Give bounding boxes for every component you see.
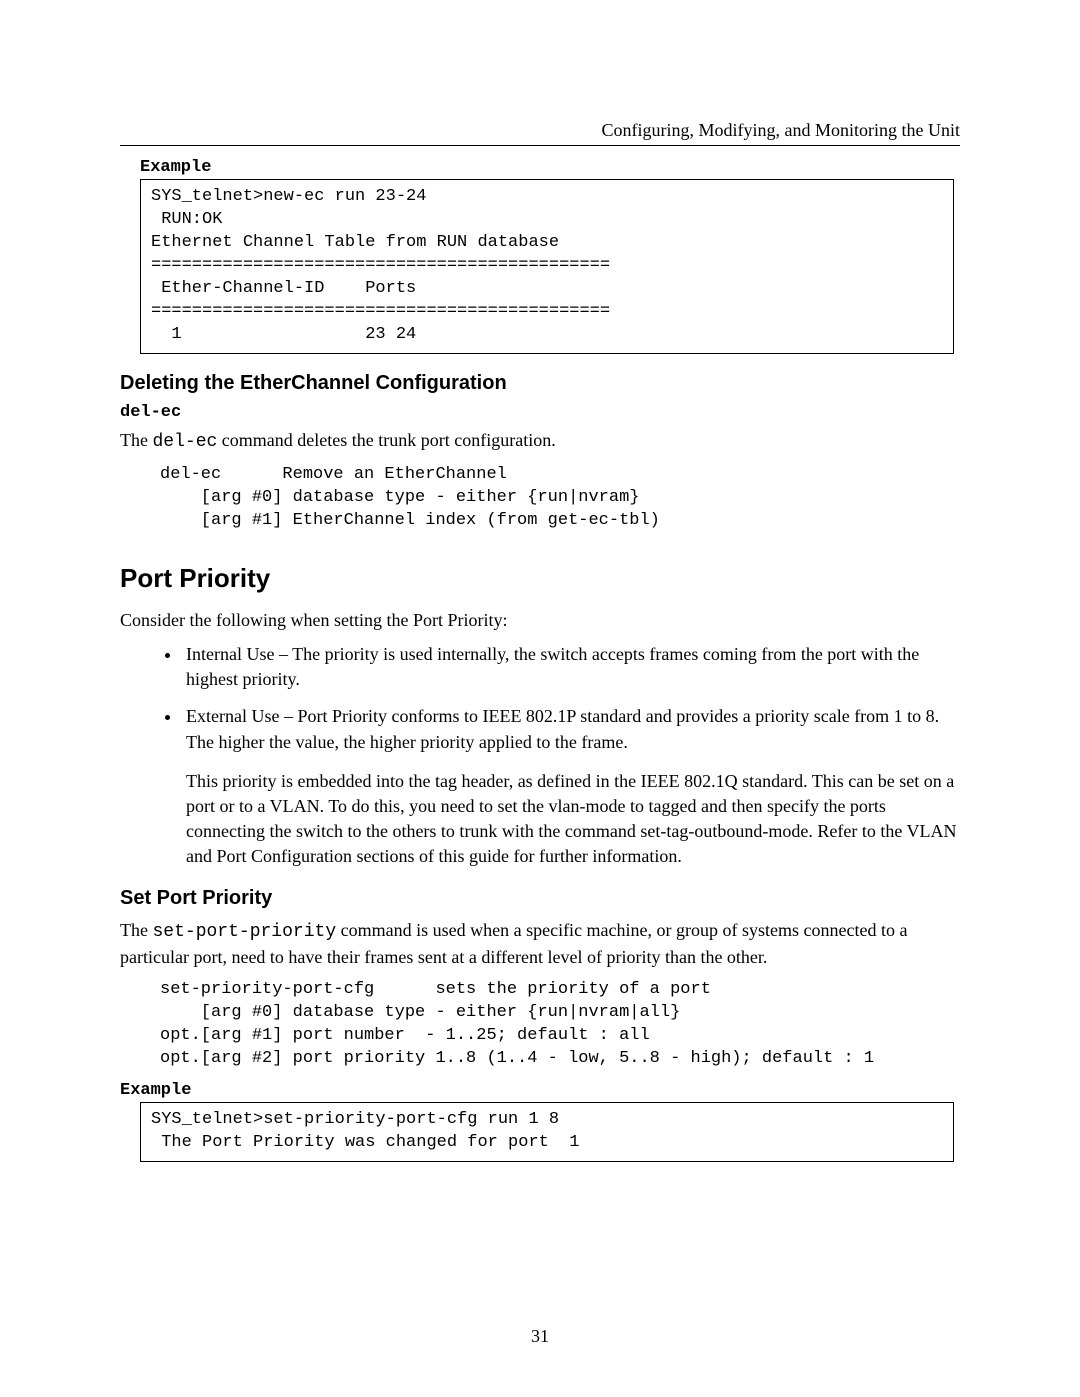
header-text: Configuring, Modifying, and Monitoring t… [602, 120, 960, 140]
page-number: 31 [0, 1326, 1080, 1347]
set-port-priority-syntax: set-priority-port-cfg sets the priority … [160, 979, 960, 1071]
command-name-del-ec: del-ec [120, 403, 960, 422]
example-label-1: Example [140, 158, 960, 177]
port-priority-list: Internal Use – The priority is used inte… [120, 642, 960, 755]
port-priority-subpara: This priority is embedded into the tag h… [186, 769, 960, 870]
port-priority-intro: Consider the following when setting the … [120, 608, 960, 632]
desc-cmd-inline: del-ec [152, 432, 217, 452]
heading-delete-etherchannel: Deleting the EtherChannel Configuration [120, 372, 960, 395]
example-code-1: SYS_telnet>new-ec run 23-24 RUN:OK Ether… [140, 179, 954, 354]
desc-pre: The [120, 920, 152, 940]
set-port-priority-description: The set-port-priority command is used wh… [120, 918, 960, 969]
heading-set-port-priority: Set Port Priority [120, 887, 960, 910]
example-code-2: SYS_telnet>set-priority-port-cfg run 1 8… [140, 1102, 954, 1162]
list-item: External Use – Port Priority conforms to… [182, 704, 960, 754]
running-header: Configuring, Modifying, and Monitoring t… [120, 120, 960, 146]
desc-cmd-inline: set-port-priority [152, 922, 336, 942]
list-item: Internal Use – The priority is used inte… [182, 642, 960, 692]
page-container: Configuring, Modifying, and Monitoring t… [0, 0, 1080, 1397]
heading-port-priority: Port Priority [120, 563, 960, 594]
desc-pre: The [120, 430, 152, 450]
desc-post: command deletes the trunk port configura… [217, 430, 555, 450]
example-label-2: Example [120, 1081, 960, 1100]
del-ec-description: The del-ec command deletes the trunk por… [120, 428, 960, 454]
del-ec-syntax: del-ec Remove an EtherChannel [arg #0] d… [160, 464, 960, 533]
